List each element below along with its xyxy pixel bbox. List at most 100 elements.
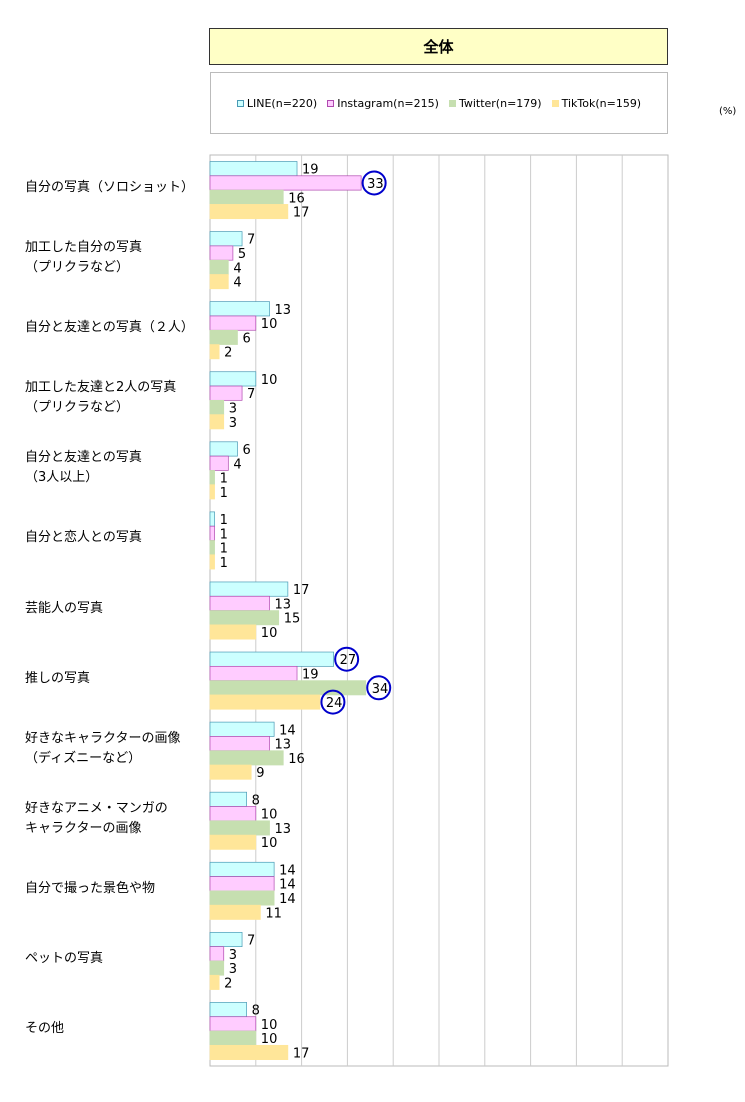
category-label: 加工した自分の写真 （プリクラなど） xyxy=(25,238,205,278)
legend-label: TikTok(n=159) xyxy=(561,96,642,110)
data-label: 19 xyxy=(302,163,319,178)
data-label: 3 xyxy=(229,962,237,977)
bar xyxy=(209,791,247,807)
data-label: 1 xyxy=(220,556,228,571)
data-label: 2 xyxy=(224,346,232,361)
data-label: 3 xyxy=(229,401,237,416)
legend-item: Twitter(n=179) xyxy=(448,97,542,110)
category-label: 自分と恋人との写真 xyxy=(25,528,205,548)
category-label-line: その他 xyxy=(25,1020,65,1036)
category-label-line: 自分で撮った景色や物 xyxy=(25,880,156,896)
data-label: 13 xyxy=(275,303,292,318)
legend-label: Instagram(n=215) xyxy=(337,96,439,110)
bar xyxy=(209,834,257,850)
data-label: 10 xyxy=(261,836,278,851)
bar xyxy=(209,274,229,290)
bar xyxy=(209,484,215,500)
category-label-line: （プリクラなど） xyxy=(25,260,130,276)
category-label-line: 好きなキャラクターの画像 xyxy=(25,730,181,746)
data-label: 34 xyxy=(372,682,389,697)
bar xyxy=(209,231,243,247)
category-label: 芸能人の写真 xyxy=(25,599,205,619)
legend-label: LINE(n=220) xyxy=(246,96,318,110)
bar xyxy=(209,890,275,906)
bar xyxy=(209,624,257,640)
bar xyxy=(209,960,225,976)
data-label: 14 xyxy=(279,863,296,878)
category-label-line: キャラクターの画像 xyxy=(25,820,142,836)
category-label-line: 芸能人の写真 xyxy=(25,600,104,616)
bar xyxy=(209,1030,257,1046)
legend-swatch xyxy=(236,99,244,107)
data-label: 7 xyxy=(247,387,255,402)
data-label: 10 xyxy=(261,626,278,641)
category-label-line: 自分の写真（ソロショット） xyxy=(25,180,195,196)
bar xyxy=(209,1044,289,1060)
bar xyxy=(209,764,252,780)
data-label: 14 xyxy=(279,892,296,907)
data-label: 1 xyxy=(220,486,228,501)
data-label: 10 xyxy=(261,317,278,332)
data-label: 13 xyxy=(275,738,292,753)
data-label: 17 xyxy=(293,206,310,221)
data-label: 17 xyxy=(293,583,310,598)
data-label: 1 xyxy=(220,527,228,542)
bar xyxy=(209,581,289,597)
bar xyxy=(209,259,229,275)
data-label: 10 xyxy=(261,808,278,823)
category-label: 自分と友達との写真 （3人以上） xyxy=(25,448,205,488)
data-label: 6 xyxy=(242,443,250,458)
data-label: 17 xyxy=(293,1046,310,1061)
legend-item: TikTok(n=159) xyxy=(551,96,642,110)
data-label: 11 xyxy=(265,906,282,921)
bar xyxy=(209,301,270,317)
data-label: 3 xyxy=(229,416,237,431)
data-label: 7 xyxy=(247,933,255,948)
highlight-circle xyxy=(361,170,387,196)
bar xyxy=(209,721,275,737)
category-label-line: ペットの写真 xyxy=(25,950,104,966)
data-label: 14 xyxy=(279,723,296,738)
category-label-line: 自分と恋人との写真 xyxy=(25,530,142,546)
bar xyxy=(209,904,261,920)
data-label: 16 xyxy=(288,752,305,767)
unit-label: (%) xyxy=(719,106,737,117)
data-label: 4 xyxy=(233,457,241,472)
legend-item: LINE(n=220) xyxy=(236,96,318,110)
data-label: 15 xyxy=(284,612,301,627)
legend-swatch xyxy=(448,99,456,107)
bar xyxy=(209,610,280,626)
bar xyxy=(209,1016,257,1032)
bar xyxy=(209,680,367,696)
bar xyxy=(209,1002,247,1018)
data-label: 27 xyxy=(340,653,357,668)
data-label: 5 xyxy=(238,247,246,262)
bar xyxy=(209,189,284,205)
bar xyxy=(209,665,298,681)
data-label: 24 xyxy=(326,696,343,711)
highlight-circle xyxy=(366,675,392,701)
bar xyxy=(209,694,321,710)
bar xyxy=(209,245,234,261)
data-label: 1 xyxy=(220,542,228,557)
legend-swatch xyxy=(551,99,559,107)
data-label: 10 xyxy=(261,373,278,388)
legend-swatch xyxy=(327,99,335,107)
data-label: 19 xyxy=(302,667,319,682)
category-label-line: 推しの写真 xyxy=(25,670,91,686)
bar xyxy=(209,204,289,220)
category-label-line: 好きなアニメ・マンガの xyxy=(25,800,168,816)
bar xyxy=(209,554,215,570)
data-label: 4 xyxy=(233,261,241,276)
data-label: 8 xyxy=(252,793,260,808)
data-label: 1 xyxy=(220,513,228,528)
highlight-circle xyxy=(334,646,360,672)
bar xyxy=(209,371,257,387)
category-label: 好きなキャラクターの画像 （ディズニーなど） xyxy=(25,729,205,769)
category-label-line: （ディズニーなど） xyxy=(25,750,142,766)
bar xyxy=(209,595,270,611)
bar xyxy=(209,861,275,877)
category-label: 加工した友達と2人の写真 （プリクラなど） xyxy=(25,378,205,418)
bar xyxy=(209,441,238,457)
